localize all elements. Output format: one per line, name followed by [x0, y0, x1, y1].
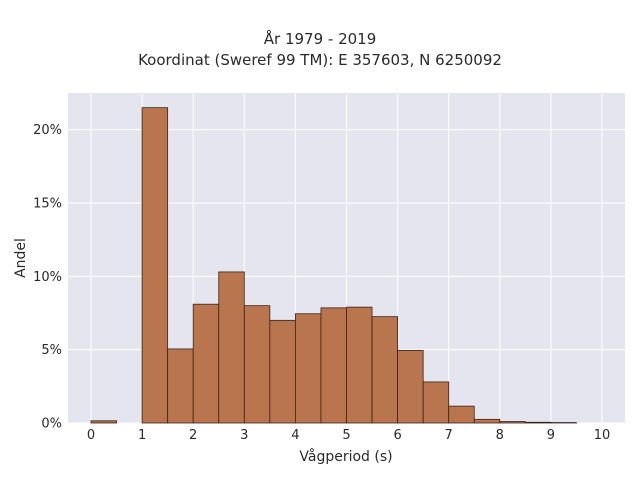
- histogram-bar: [90, 420, 117, 424]
- histogram-bar: [473, 418, 501, 424]
- x-tick-label: 10: [594, 428, 611, 443]
- y-tick-labels: 0% 5% 10% 15% 20%: [33, 123, 62, 431]
- x-tick-label: 7: [445, 428, 453, 443]
- y-tick-label: 0%: [41, 417, 62, 432]
- histogram-bar: [294, 313, 322, 424]
- histogram-bar: [524, 421, 552, 424]
- x-tick-labels: 0 1 2 3 4 5 6 7 8 9 10: [87, 428, 610, 443]
- x-tick-label: 8: [496, 428, 504, 443]
- histogram-bar: [218, 271, 245, 424]
- histogram-bar: [422, 381, 450, 424]
- bars: [90, 107, 577, 424]
- y-tick-label: 15%: [33, 197, 62, 212]
- x-tick-label: 4: [291, 428, 299, 443]
- histogram-bar: [269, 319, 296, 424]
- x-axis-label: Vågperiod (s): [299, 448, 392, 465]
- x-tick-label: 9: [547, 428, 555, 443]
- x-tick-label: 3: [240, 428, 248, 443]
- histogram-bar: [397, 349, 424, 424]
- x-tick-label: 0: [87, 428, 95, 443]
- x-tick-label: 6: [393, 428, 401, 443]
- histogram-bar: [499, 421, 526, 424]
- histogram-bar: [192, 303, 220, 424]
- histogram-bar: [141, 107, 169, 424]
- chart-subtitle: Koordinat (Sweref 99 TM): E 357603, N 62…: [138, 51, 502, 69]
- y-tick-label: 5%: [41, 343, 62, 358]
- histogram-bar: [346, 306, 373, 424]
- y-tick-label: 10%: [33, 270, 62, 285]
- y-axis-label: Andel: [13, 238, 29, 278]
- histogram-bar: [243, 305, 271, 424]
- x-tick-label: 5: [342, 428, 350, 443]
- x-tick-label: 2: [189, 428, 197, 443]
- histogram-bar: [167, 348, 194, 424]
- x-tick-label: 1: [138, 428, 146, 443]
- histogram-bar: [371, 316, 399, 424]
- histogram-bar: [448, 405, 475, 424]
- y-tick-label: 20%: [33, 123, 62, 138]
- histogram-bar: [320, 307, 347, 424]
- chart-title: År 1979 - 2019: [263, 30, 377, 48]
